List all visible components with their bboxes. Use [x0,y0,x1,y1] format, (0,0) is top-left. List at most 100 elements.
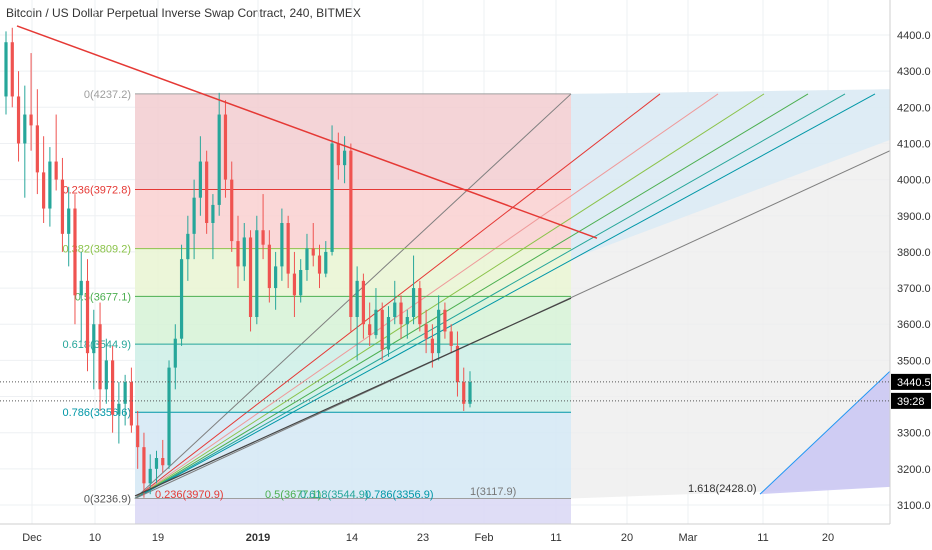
candle-body-53 [336,143,340,166]
fib-band-4 [135,344,571,413]
candle-body-30 [192,197,196,234]
candle-body-67 [424,324,428,339]
candle-body-1 [10,42,14,97]
candle-body-55 [349,150,353,317]
candle-body-42 [267,244,271,289]
trendline-resistance [16,25,598,239]
candle-body-29 [186,233,190,260]
price-tick-label-13: 3100.0 [897,500,931,512]
candle-body-51 [324,251,328,274]
candle-body-64 [405,317,409,325]
candle-body-44 [280,223,284,267]
price-tick-label-3: 4100.0 [897,138,931,150]
trendline-support [134,297,572,497]
candle-body-23 [148,468,152,484]
countdown-label: 39:28 [897,396,925,408]
candle-body-68 [430,338,434,354]
time-tick-label-10: 11 [757,532,768,544]
candle-body-33 [211,204,215,223]
price-tick-label-9: 3500.0 [897,355,931,367]
time-tick-label-4: 14 [346,532,358,544]
time-tick-label-2: 19 [152,532,164,544]
candle-body-6 [42,172,46,209]
candle-body-15 [98,324,102,390]
candle-body-5 [35,125,39,173]
fib-band-bottom [135,498,571,528]
time-tick-label-7: 11 [550,532,561,544]
price-tick-label-11: 3300.0 [897,428,931,440]
candle-body-73 [462,382,466,404]
fib-level-label-2: 0.382(3809.2) [63,244,132,256]
fib-level-label-7: 1(3117.9) [470,486,516,498]
candle-body-21 [136,425,140,448]
price-axis-bg [890,0,932,550]
candle-body-3 [23,114,27,144]
fib-level-label-5: 0.786(3356.6) [63,407,132,419]
fan-label-3: 0.786(3356.9) [365,489,434,501]
candle-body-65 [411,288,416,317]
candle-body-22 [142,447,146,484]
price-tick-label-12: 3200.0 [897,464,931,476]
candle-body-9 [60,179,65,234]
price-tick-label-2: 4200.0 [897,102,931,114]
candle-body-62 [393,302,397,317]
time-tick-label-1: 10 [89,532,101,544]
candle-body-26 [167,367,171,466]
time-tick-label-9: Mar [679,532,698,544]
countdown-badge [891,392,931,409]
candle-body-43 [274,266,278,289]
candle-body-19 [123,382,127,404]
candle-body-58 [368,324,372,336]
candle-body-54 [342,150,347,166]
candle-body-52 [330,143,334,252]
last-price-label: 3440.5 [897,377,931,389]
candle-body-25 [161,458,165,466]
candle-body-61 [386,317,391,350]
fib-band-3 [135,296,571,345]
price-tick-label-7: 3700.0 [897,283,931,295]
fan-label-5: 1.618(2428.0) [688,483,757,495]
candle-body-10 [67,208,71,234]
candle-body-32 [205,161,209,223]
fib-level-label-6: 0(3236.9) [84,493,131,505]
candle-body-48 [305,248,309,270]
candle-body-50 [317,255,322,274]
price-tick-label-1: 4300.0 [897,66,931,78]
time-tick-label-5: 23 [417,532,429,544]
fan-line-1618 [759,370,891,495]
candle-body-31 [198,161,202,198]
candle-body-24 [154,458,159,469]
candle-body-11 [73,208,77,296]
candle-body-27 [173,338,177,368]
time-tick-label-0: Dec [22,532,42,544]
candle-body-35 [223,114,228,180]
fan-label-2: 0.618(3544.9) [300,489,369,501]
candle-body-4 [29,114,33,126]
candle-body-8 [54,161,58,180]
candle-body-20 [129,382,134,426]
candle-body-66 [418,288,422,325]
candle-body-36 [230,179,234,242]
fib-level-label-3: 0.5(3677.1) [75,291,131,303]
candle-body-70 [443,309,447,332]
candle-body-17 [110,360,115,415]
price-tick-label-0: 4400.0 [897,30,931,42]
candle-body-18 [117,403,121,415]
price-tick-label-5: 3900.0 [897,211,931,223]
candle-body-7 [48,161,52,209]
time-tick-label-8: 20 [621,532,633,544]
fib-level-label-0: 0(4237.2) [84,89,131,101]
candle-body-45 [286,223,290,274]
fib-level-label-1: 0.236(3972.8) [63,184,132,196]
candle-body-0 [4,42,8,97]
candle-body-49 [311,248,315,256]
candle-body-46 [292,273,297,296]
time-tick-label-6: Feb [475,532,494,544]
candle-body-12 [79,280,83,296]
candle-body-28 [179,259,184,339]
last-price-badge [891,373,931,390]
price-tick-label-8: 3600.0 [897,319,931,331]
candle-body-74 [468,382,472,404]
candle-body-14 [92,324,96,354]
